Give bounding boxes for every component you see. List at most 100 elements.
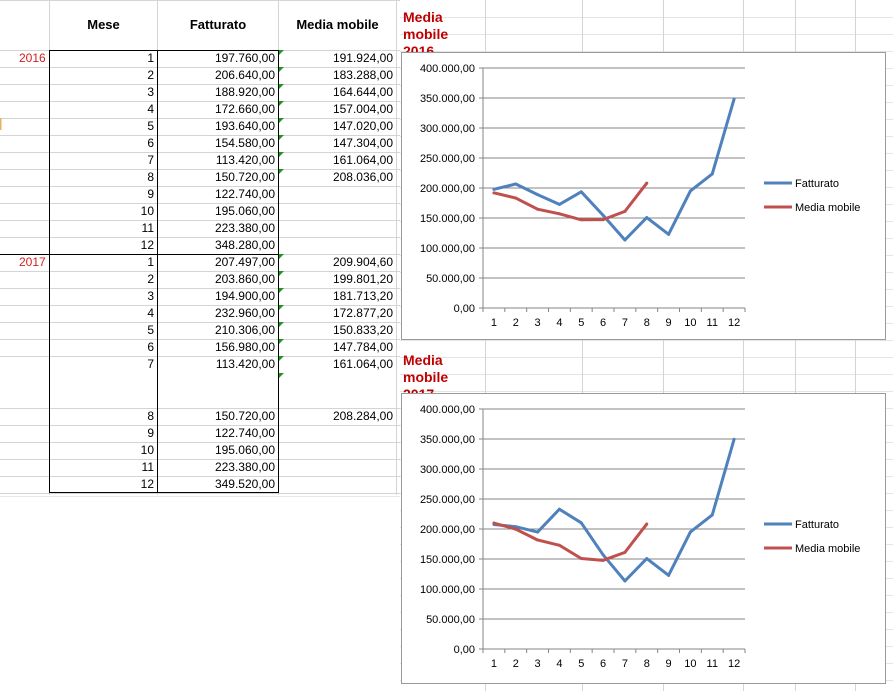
cell-mese[interactable]: 6 (147, 136, 154, 150)
cell-fatturato[interactable]: 195.060,00 (214, 443, 275, 457)
data-point[interactable] (667, 573, 671, 577)
cell-media-mobile[interactable]: 147.304,00 (332, 136, 393, 150)
cell-fatturato[interactable]: 195.060,00 (214, 204, 275, 218)
data-point[interactable] (514, 196, 518, 200)
chart-2016[interactable]: 0,00 50.000,00 100.000,00 150.000,00 200.000… (401, 52, 886, 340)
data-point[interactable] (557, 543, 561, 547)
data-point[interactable] (492, 187, 496, 191)
cell-fatturato[interactable]: 223.380,00 (214, 221, 275, 235)
data-point[interactable] (645, 522, 649, 526)
cell-mese[interactable]: 4 (147, 306, 154, 320)
cell-mese[interactable]: 4 (147, 102, 154, 116)
cell-mese[interactable]: 5 (147, 323, 154, 337)
cell-mese[interactable]: 8 (147, 409, 154, 423)
data-point[interactable] (601, 558, 605, 562)
cell-fatturato[interactable]: 207.497,00 (214, 255, 275, 269)
cell-fatturato[interactable]: 203.860,00 (214, 272, 275, 286)
cell-media-mobile[interactable]: 209.904,60 (332, 255, 393, 269)
data-point[interactable] (536, 193, 540, 197)
cell-media-mobile[interactable]: 147.784,00 (332, 340, 393, 354)
data-point[interactable] (645, 216, 649, 220)
cell-mese[interactable]: 2 (147, 272, 154, 286)
cell-fatturato[interactable]: 210.306,00 (214, 323, 275, 337)
cell-mese[interactable]: 12 (140, 238, 154, 252)
data-point[interactable] (514, 182, 518, 186)
cell-fatturato[interactable]: 122.740,00 (214, 187, 275, 201)
data-point[interactable] (688, 530, 692, 534)
data-point[interactable] (579, 521, 583, 525)
cell-media-mobile[interactable]: 161.064,00 (332, 357, 393, 371)
data-point[interactable] (514, 527, 518, 531)
cell-fatturato[interactable]: 113.420,00 (215, 357, 275, 371)
year-label[interactable]: 2016 (19, 51, 46, 65)
data-point[interactable] (492, 521, 496, 525)
cell-mese[interactable]: 2 (147, 68, 154, 82)
data-point[interactable] (710, 513, 714, 517)
cell-mese[interactable]: 11 (141, 460, 154, 474)
data-point[interactable] (601, 553, 605, 557)
cell-fatturato[interactable]: 193.640,00 (214, 119, 275, 133)
cell-mese[interactable]: 1 (147, 255, 154, 269)
data-point[interactable] (557, 507, 561, 511)
cell-fatturato[interactable]: 232.960,00 (214, 306, 275, 320)
cell-fatturato[interactable]: 156.980,00 (214, 340, 275, 354)
cell-fatturato[interactable]: 122.740,00 (214, 426, 275, 440)
cell-mese[interactable]: 8 (147, 170, 154, 184)
data-point[interactable] (688, 189, 692, 193)
cell-media-mobile[interactable]: 208.036,00 (332, 170, 393, 184)
data-point[interactable] (601, 213, 605, 217)
cell-mese[interactable]: 9 (147, 426, 154, 440)
cell-mese[interactable]: 7 (147, 153, 154, 167)
cell-fatturato[interactable]: 197.760,00 (214, 51, 275, 65)
data-point[interactable] (536, 207, 540, 211)
data-point[interactable] (536, 530, 540, 534)
cell-fatturato[interactable]: 150.720,00 (214, 170, 275, 184)
cell-fatturato[interactable]: 113.420,00 (215, 153, 275, 167)
cell-fatturato[interactable]: 172.660,00 (214, 102, 275, 116)
data-point[interactable] (557, 212, 561, 216)
cell-mese[interactable]: 3 (147, 85, 154, 99)
data-point[interactable] (645, 557, 649, 561)
cell-fatturato[interactable]: 348.280,00 (214, 238, 275, 252)
data-point[interactable] (557, 202, 561, 206)
header-fatturato[interactable]: Fatturato (189, 17, 247, 32)
series-line-media-mobile[interactable] (493, 521, 648, 562)
cell-fatturato[interactable]: 188.920,00 (214, 85, 275, 99)
data-point[interactable] (732, 437, 736, 441)
cell-mese[interactable]: 10 (140, 443, 154, 457)
data-point[interactable] (623, 209, 627, 213)
data-point[interactable] (579, 190, 583, 194)
data-point[interactable] (710, 172, 714, 176)
data-point[interactable] (645, 181, 649, 185)
data-point[interactable] (536, 538, 540, 542)
chart-2017[interactable]: 0,00 50.000,00 100.000,00 150.000,00 200.000… (401, 393, 886, 684)
data-point[interactable] (601, 218, 605, 222)
cell-media-mobile[interactable]: 199.801,20 (332, 272, 393, 286)
data-point[interactable] (623, 579, 627, 583)
cell-media-mobile[interactable]: 172.877,20 (332, 306, 393, 320)
cell-fatturato[interactable]: 223.380,00 (214, 460, 275, 474)
cell-mese[interactable]: 10 (140, 204, 154, 218)
cell-media-mobile[interactable]: 147.020,00 (332, 119, 393, 133)
cell-media-mobile[interactable]: 181.713,20 (332, 289, 393, 303)
cell-mese[interactable]: 5 (147, 119, 154, 133)
cell-fatturato[interactable]: 150.720,00 (214, 409, 275, 423)
year-label[interactable]: 2017 (19, 255, 46, 269)
header-mese[interactable]: Mese (87, 17, 120, 32)
cell-mese[interactable]: 9 (147, 187, 154, 201)
cell-media-mobile[interactable]: 208.284,00 (332, 409, 393, 423)
cell-mese[interactable]: 1 (147, 51, 154, 65)
data-point[interactable] (623, 238, 627, 242)
cell-media-mobile[interactable]: 164.644,00 (332, 85, 393, 99)
cell-mese[interactable]: 12 (140, 477, 154, 491)
cell-mese[interactable]: 7 (147, 357, 154, 371)
data-point[interactable] (579, 557, 583, 561)
cell-fatturato[interactable]: 349.520,00 (214, 477, 275, 491)
cell-fatturato[interactable]: 194.900,00 (214, 289, 275, 303)
cell-media-mobile[interactable]: 161.064,00 (332, 153, 393, 167)
data-point[interactable] (579, 218, 583, 222)
series-line-fatturato[interactable] (493, 438, 736, 583)
cell-media-mobile[interactable]: 150.833,20 (332, 323, 393, 337)
data-point[interactable] (623, 550, 627, 554)
cell-mese[interactable]: 3 (147, 289, 154, 303)
